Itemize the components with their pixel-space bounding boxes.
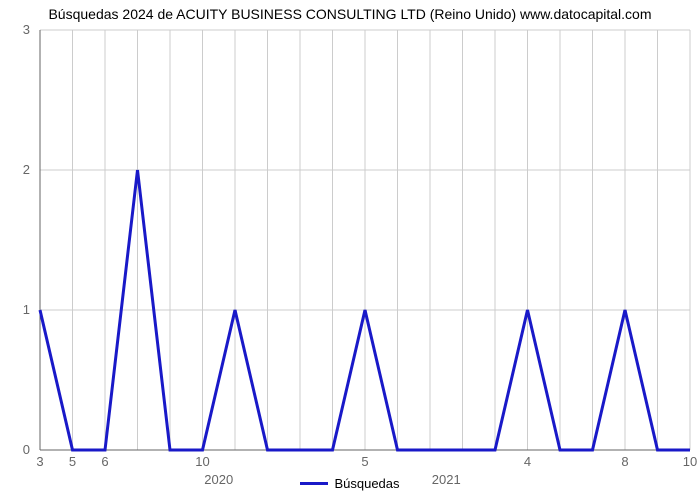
- svg-text:3: 3: [36, 454, 43, 469]
- legend-swatch: [300, 482, 328, 485]
- svg-text:8: 8: [621, 454, 628, 469]
- svg-text:5: 5: [69, 454, 76, 469]
- chart-plot: 0123356105481020202021: [0, 20, 700, 490]
- svg-text:0: 0: [23, 442, 30, 457]
- svg-text:10: 10: [195, 454, 209, 469]
- legend-label: Búsquedas: [334, 476, 399, 491]
- svg-text:4: 4: [524, 454, 531, 469]
- svg-text:2: 2: [23, 162, 30, 177]
- svg-text:10: 10: [683, 454, 697, 469]
- chart-legend: Búsquedas: [0, 475, 700, 491]
- svg-text:6: 6: [101, 454, 108, 469]
- svg-text:3: 3: [23, 22, 30, 37]
- svg-text:1: 1: [23, 302, 30, 317]
- svg-text:5: 5: [361, 454, 368, 469]
- chart-container: Búsquedas 2024 de ACUITY BUSINESS CONSUL…: [0, 0, 700, 500]
